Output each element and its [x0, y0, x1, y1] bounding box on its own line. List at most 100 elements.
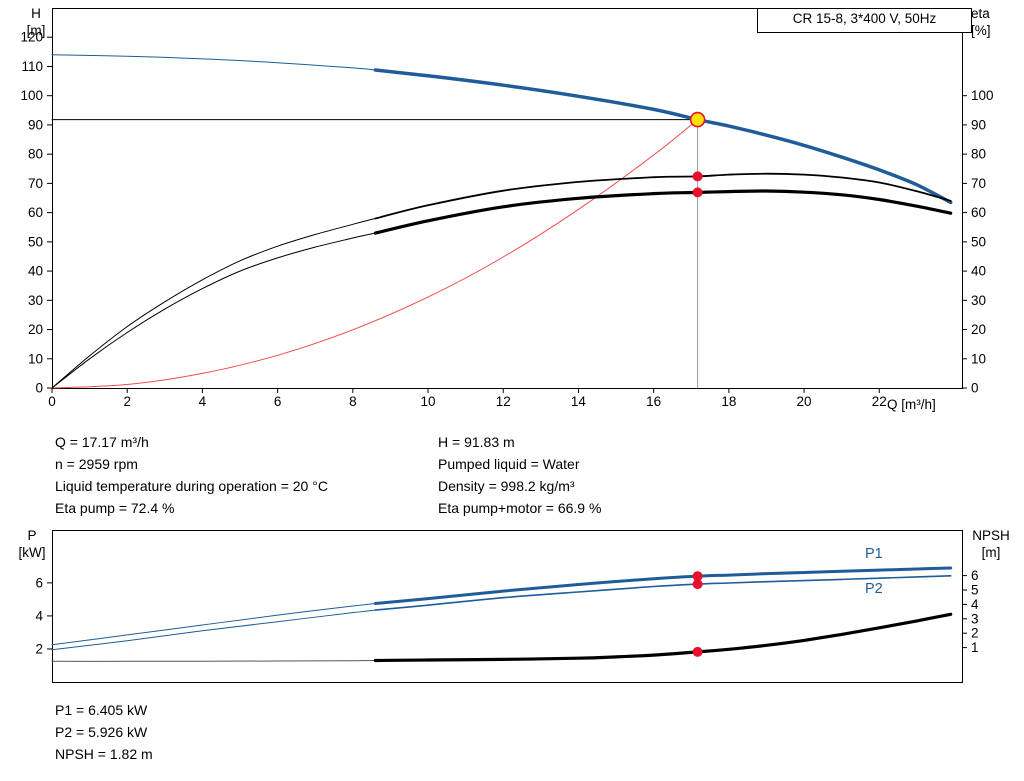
tick-label: 40: [28, 264, 43, 279]
tick-label: 90: [971, 117, 986, 132]
npsh-point: [692, 646, 703, 657]
duty-info-col2: H = 91.83 m Pumped liquid = Water Densit…: [438, 431, 601, 519]
tick-label: 12: [496, 394, 511, 409]
p2-curve: [374, 575, 952, 611]
tick-label: 2: [123, 394, 131, 409]
tick-label: 10: [421, 394, 436, 409]
eta-pump-motor-curve: [373, 189, 953, 235]
tick-label: 0: [48, 394, 56, 409]
p2-curve-label: P2: [865, 581, 883, 597]
head-curve-thin: [51, 54, 376, 71]
tick-label: 50: [28, 234, 43, 249]
eta-pump-curve: [374, 172, 952, 220]
p-axis-label: P [kW]: [11, 527, 53, 561]
p1-curve: [373, 566, 953, 605]
tick-label: 50: [971, 234, 986, 249]
eta-pump-curve-thin: [51, 218, 376, 389]
tick-label: 14: [571, 394, 587, 409]
tick-label: 70: [971, 176, 986, 191]
h-axis-unit: [m]: [26, 23, 46, 38]
tick-label: 100: [971, 88, 994, 103]
tick-label: 16: [646, 394, 661, 409]
eta-pump-value: Eta pump = 72.4 %: [55, 500, 175, 516]
tick-label: 10: [971, 351, 986, 366]
eta-pump-motor-point: [692, 187, 703, 198]
tick-label: 30: [971, 293, 986, 308]
npsh-axis-label: NPSH [m]: [963, 527, 1019, 561]
tick-label: 70: [28, 176, 43, 191]
tick-label: 20: [797, 394, 812, 409]
p2-curve-thin: [51, 609, 376, 651]
tick-label: 3: [971, 611, 979, 626]
tick-label: 120: [20, 30, 43, 45]
duty-q-value: Q = 17.17 m³/h: [55, 434, 149, 450]
pump-title-box: CR 15-8, 3*400 V, 50Hz: [757, 8, 972, 33]
qh-eta-chart: 0102030405060708090100110120010203040506…: [20, 8, 994, 409]
power-npsh-chart-border: [52, 530, 963, 683]
tick-label: 6: [274, 394, 282, 409]
p-axis-symbol: P: [27, 528, 37, 543]
tick-label: 4: [199, 394, 207, 409]
p1-value: P1 = 6.405 kW: [55, 702, 148, 718]
tick-label: 40: [971, 264, 986, 279]
p1-curve-label: P1: [865, 546, 883, 562]
tick-label: 22: [872, 394, 887, 409]
tick-label: 100: [20, 88, 43, 103]
tick-label: 5: [971, 583, 979, 598]
tick-label: 20: [28, 322, 43, 337]
eta-pump-point: [692, 171, 703, 182]
eta-axis-unit: [%]: [971, 23, 991, 38]
density-value: Density = 998.2 kg/m³: [438, 478, 575, 494]
eta-pump-motor-curve-thin: [51, 232, 376, 389]
p2-point: [692, 579, 703, 590]
tick-label: 20: [971, 322, 986, 337]
tick-label: 80: [28, 147, 43, 162]
npsh-axis-symbol: NPSH: [972, 528, 1010, 543]
duty-info-col1: Q = 17.17 m³/h n = 2959 rpm Liquid tempe…: [55, 431, 328, 519]
npsh-curve: [373, 612, 953, 663]
eta-pump-motor-value: Eta pump+motor = 66.9 %: [438, 500, 602, 516]
power-info-block: P1 = 6.405 kW P2 = 5.926 kW NPSH = 1.82 …: [55, 699, 153, 765]
p-axis-unit: [kW]: [18, 545, 46, 560]
p1-curve-thin: [51, 603, 376, 646]
duty-point-marker[interactable]: [689, 111, 706, 128]
pumped-liquid-value: Pumped liquid = Water: [438, 456, 580, 472]
liquid-temperature-value: Liquid temperature during operation = 20…: [55, 478, 328, 494]
tick-label: 80: [971, 147, 986, 162]
tick-label: 1: [971, 640, 979, 655]
tick-label: 4: [971, 597, 979, 612]
tick-label: 2: [35, 641, 43, 656]
p1-point: [692, 571, 703, 582]
npsh-axis-unit: [m]: [981, 545, 1001, 560]
head-curve: [373, 68, 953, 205]
tick-label: 2: [971, 626, 979, 641]
tick-label: 60: [971, 205, 986, 220]
tick-label: 0: [971, 381, 979, 396]
tick-label: 18: [721, 394, 736, 409]
tick-label: 8: [349, 394, 357, 409]
tick-label: 30: [28, 293, 43, 308]
duty-speed-value: n = 2959 rpm: [55, 456, 138, 472]
tick-label: 90: [28, 117, 43, 132]
system-curve: [51, 119, 699, 389]
h-axis-label: H [m]: [20, 5, 52, 39]
tick-label: 4: [35, 608, 43, 623]
tick-label: 0: [35, 381, 43, 396]
tick-label: 10: [28, 351, 43, 366]
eta-axis-symbol: eta: [971, 6, 990, 21]
h-axis-symbol: H: [31, 6, 41, 21]
tick-label: 110: [21, 59, 43, 74]
duty-h-value: H = 91.83 m: [438, 434, 515, 450]
tick-label: 6: [35, 575, 43, 590]
npsh-curve-thin: [51, 660, 376, 662]
eta-axis-label: eta [%]: [971, 5, 991, 39]
p2-value: P2 = 5.926 kW: [55, 724, 148, 740]
qh-eta-chart-border: [52, 8, 963, 389]
tick-label: 6: [971, 568, 979, 583]
tick-label: 60: [28, 205, 43, 220]
q-axis-label: Q [m³/h]: [887, 397, 936, 412]
npsh-value: NPSH = 1.82 m: [55, 746, 153, 762]
